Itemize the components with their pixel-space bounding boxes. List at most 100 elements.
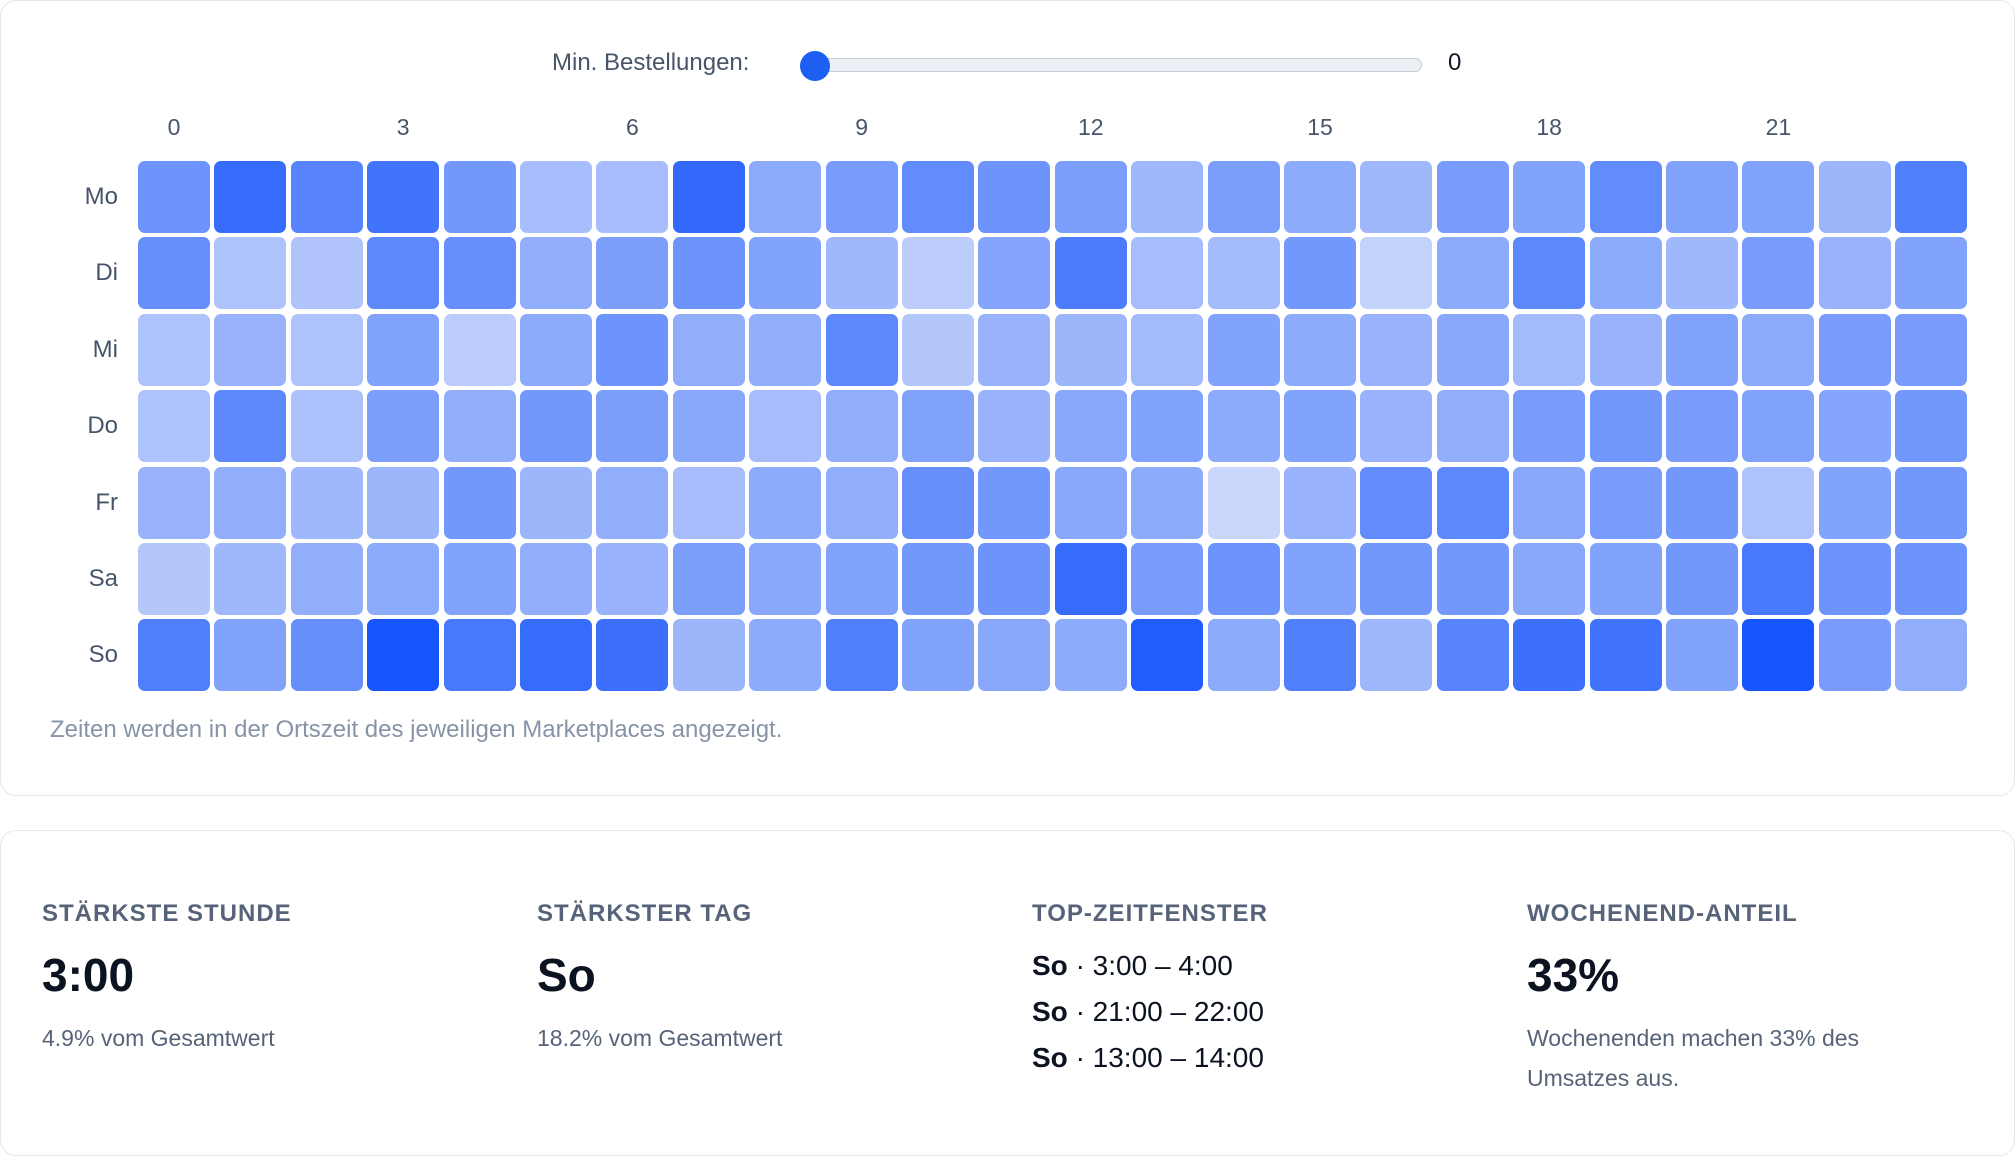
heatmap-cell[interactable] (1360, 619, 1433, 692)
heatmap-cell[interactable] (1436, 543, 1509, 615)
heatmap-cell[interactable] (1666, 313, 1738, 386)
heatmap-cell[interactable] (1054, 619, 1127, 692)
heatmap-cell[interactable] (596, 466, 669, 539)
heatmap-cell[interactable] (520, 237, 592, 310)
heatmap-cell[interactable] (443, 237, 516, 310)
heatmap-cell[interactable] (290, 619, 363, 692)
heatmap-cell[interactable] (138, 313, 210, 386)
heatmap-cell[interactable] (596, 161, 669, 233)
heatmap-cell[interactable] (749, 161, 822, 233)
heatmap-cell[interactable] (1207, 237, 1280, 310)
heatmap-cell[interactable] (1054, 543, 1127, 615)
heatmap-cell[interactable] (443, 313, 516, 386)
heatmap-cell[interactable] (443, 466, 516, 539)
heatmap-cell[interactable] (1054, 313, 1127, 386)
heatmap-cell[interactable] (1666, 161, 1738, 233)
heatmap-cell[interactable] (1818, 161, 1891, 233)
heatmap-cell[interactable] (672, 313, 745, 386)
heatmap-cell[interactable] (1513, 237, 1586, 310)
heatmap-cell[interactable] (520, 390, 592, 463)
min-orders-slider-track[interactable] (800, 58, 1422, 72)
heatmap-cell[interactable] (1513, 313, 1586, 386)
heatmap-cell[interactable] (825, 466, 898, 539)
heatmap-cell[interactable] (672, 619, 745, 692)
heatmap-cell[interactable] (1513, 543, 1586, 615)
heatmap-cell[interactable] (596, 543, 669, 615)
heatmap-cell[interactable] (290, 543, 363, 615)
heatmap-cell[interactable] (978, 390, 1051, 463)
heatmap-cell[interactable] (290, 161, 363, 233)
heatmap-cell[interactable] (367, 313, 440, 386)
heatmap-cell[interactable] (1054, 466, 1127, 539)
heatmap-cell[interactable] (749, 237, 822, 310)
heatmap-cell[interactable] (1436, 619, 1509, 692)
heatmap-cell[interactable] (596, 313, 669, 386)
heatmap-cell[interactable] (443, 619, 516, 692)
heatmap-cell[interactable] (520, 619, 592, 692)
heatmap-cell[interactable] (1589, 543, 1662, 615)
heatmap-cell[interactable] (749, 543, 822, 615)
heatmap-cell[interactable] (1742, 313, 1815, 386)
heatmap-cell[interactable] (138, 390, 210, 463)
heatmap-cell[interactable] (596, 237, 669, 310)
heatmap-cell[interactable] (1895, 161, 1968, 233)
heatmap-cell[interactable] (825, 390, 898, 463)
heatmap-cell[interactable] (443, 161, 516, 233)
heatmap-cell[interactable] (367, 237, 440, 310)
heatmap-cell[interactable] (367, 390, 440, 463)
heatmap-cell[interactable] (367, 543, 440, 615)
heatmap-cell[interactable] (902, 543, 974, 615)
heatmap-cell[interactable] (902, 237, 974, 310)
heatmap-cell[interactable] (825, 619, 898, 692)
heatmap-cell[interactable] (1895, 466, 1968, 539)
heatmap-cell[interactable] (1284, 313, 1356, 386)
heatmap-cell[interactable] (825, 313, 898, 386)
heatmap-cell[interactable] (1589, 466, 1662, 539)
heatmap-cell[interactable] (1436, 161, 1509, 233)
heatmap-cell[interactable] (1284, 390, 1356, 463)
heatmap-cell[interactable] (214, 619, 287, 692)
heatmap-cell[interactable] (1818, 313, 1891, 386)
heatmap-cell[interactable] (978, 161, 1051, 233)
heatmap-cell[interactable] (978, 543, 1051, 615)
heatmap-cell[interactable] (1054, 390, 1127, 463)
heatmap-cell[interactable] (1131, 390, 1204, 463)
heatmap-cell[interactable] (1131, 161, 1204, 233)
heatmap-cell[interactable] (978, 237, 1051, 310)
heatmap-cell[interactable] (1818, 619, 1891, 692)
heatmap-cell[interactable] (672, 390, 745, 463)
heatmap-cell[interactable] (1436, 313, 1509, 386)
heatmap-cell[interactable] (214, 313, 287, 386)
heatmap-cell[interactable] (1513, 466, 1586, 539)
heatmap-cell[interactable] (825, 237, 898, 310)
heatmap-cell[interactable] (1666, 390, 1738, 463)
heatmap-cell[interactable] (1131, 543, 1204, 615)
heatmap-cell[interactable] (1589, 161, 1662, 233)
heatmap-cell[interactable] (1589, 619, 1662, 692)
heatmap-cell[interactable] (290, 390, 363, 463)
heatmap-cell[interactable] (290, 237, 363, 310)
heatmap-cell[interactable] (1360, 313, 1433, 386)
heatmap-cell[interactable] (1360, 543, 1433, 615)
heatmap-cell[interactable] (138, 543, 210, 615)
heatmap-cell[interactable] (1131, 466, 1204, 539)
heatmap-cell[interactable] (214, 466, 287, 539)
heatmap-cell[interactable] (214, 543, 287, 615)
heatmap-cell[interactable] (596, 619, 669, 692)
heatmap-cell[interactable] (749, 619, 822, 692)
heatmap-cell[interactable] (1589, 237, 1662, 310)
heatmap-cell[interactable] (1589, 390, 1662, 463)
heatmap-cell[interactable] (367, 466, 440, 539)
heatmap-cell[interactable] (520, 161, 592, 233)
heatmap-cell[interactable] (138, 619, 210, 692)
heatmap-cell[interactable] (520, 313, 592, 386)
heatmap-cell[interactable] (1742, 161, 1815, 233)
heatmap-cell[interactable] (1284, 466, 1356, 539)
heatmap-cell[interactable] (902, 161, 974, 233)
heatmap-cell[interactable] (902, 466, 974, 539)
heatmap-cell[interactable] (1360, 466, 1433, 539)
heatmap-cell[interactable] (1666, 543, 1738, 615)
heatmap-cell[interactable] (672, 543, 745, 615)
heatmap-cell[interactable] (1436, 237, 1509, 310)
heatmap-cell[interactable] (138, 237, 210, 310)
